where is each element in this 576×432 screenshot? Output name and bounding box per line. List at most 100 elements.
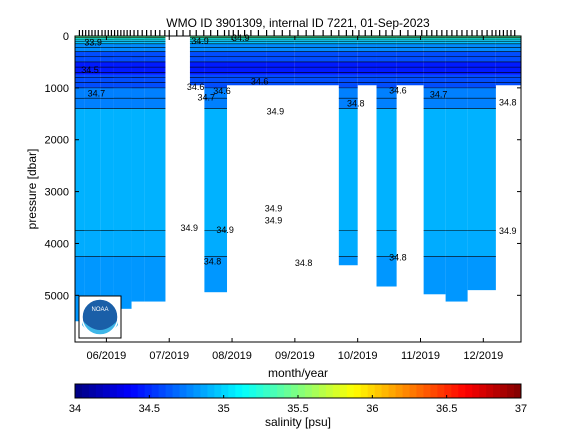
salinity-cell	[467, 108, 496, 231]
salinity-cell	[423, 108, 446, 231]
colorbar-cell	[81, 384, 90, 398]
colorbar-cell	[75, 384, 83, 398]
salinity-cell	[396, 74, 424, 86]
contour-label: 34.9	[191, 36, 209, 46]
y-axis-label: pressure [dbar]	[25, 149, 39, 230]
colorbar-cell	[298, 384, 306, 398]
salinity-cell	[84, 40, 101, 44]
contour-label: 34.8	[389, 252, 407, 262]
salinity-cell	[266, 36, 295, 39]
salinity-cell	[131, 36, 145, 39]
logo-text: NOAA	[91, 307, 108, 313]
salinity-cell	[100, 61, 114, 75]
salinity-cell	[131, 256, 145, 302]
colorbar-cell	[249, 384, 257, 398]
colorbar-cell	[88, 384, 97, 398]
salinity-cell	[376, 256, 397, 287]
colorbar-cell	[270, 384, 278, 398]
salinity-cell	[338, 36, 358, 39]
salinity-cell	[357, 61, 377, 75]
colorbar-cell	[416, 384, 424, 398]
colorbar-cell	[374, 384, 383, 398]
salinity-cell	[75, 61, 85, 75]
salinity-cell	[75, 40, 85, 44]
salinity-cell	[189, 61, 205, 75]
colorbar-cell	[291, 384, 299, 398]
colorbar-cell	[304, 384, 313, 398]
colorbar-cell	[402, 384, 410, 398]
colorbar-tick-label: 35	[218, 403, 230, 415]
salinity-cell	[84, 230, 101, 257]
salinity-cell	[113, 108, 132, 231]
salinity-cell	[131, 61, 145, 75]
colorbar-cell	[130, 384, 139, 398]
colorbar-cell	[367, 384, 376, 398]
salinity-cell	[100, 40, 114, 44]
colorbar-cell	[116, 384, 125, 398]
salinity-cell	[113, 74, 132, 88]
x-tick-label: 10/2019	[338, 350, 378, 362]
salinity-cell	[144, 256, 166, 302]
colorbar-cell	[242, 384, 250, 398]
colorbar-cell	[186, 384, 194, 398]
contour-label: 34.6	[213, 86, 231, 96]
y-tick-label: 1000	[45, 83, 69, 95]
contour-label: 34.9	[499, 226, 517, 236]
colorbar-cell	[221, 384, 229, 398]
colorbar-cell	[179, 384, 187, 398]
chart-title: WMO ID 3901309, internal ID 7221, 01-Sep…	[166, 16, 430, 30]
contour-label: 34.8	[204, 257, 222, 267]
salinity-cell	[113, 36, 132, 39]
contour-label: 34.7	[430, 90, 448, 100]
colorbar-cell	[332, 384, 341, 398]
noaa-logo: NOAA	[78, 295, 122, 339]
contour-label: 34.9	[265, 204, 283, 214]
salinity-cell	[266, 40, 295, 44]
x-axis: 06/2019 07/2019 08/2019 09/2019 10/2019 11/20…	[87, 36, 503, 362]
colorbar-cell	[144, 384, 153, 398]
salinity-cell	[423, 256, 446, 295]
contour-label: 34.9	[265, 216, 283, 226]
contour-label: 34.8	[347, 98, 365, 108]
colorbar-cell	[514, 384, 522, 398]
salinity-cell	[357, 40, 377, 44]
contour-label: 34.7	[88, 89, 106, 99]
salinity-cell	[338, 230, 358, 257]
salinity-cell	[100, 36, 114, 39]
x-tick-label: 12/2019	[463, 350, 503, 362]
contour-label: 34.9	[232, 33, 250, 43]
colorbar-tick-label: 34	[69, 403, 81, 415]
contour-label: 33.9	[84, 38, 102, 48]
salinity-cell	[144, 230, 166, 257]
salinity-cell	[204, 40, 228, 44]
colorbar-cell	[95, 384, 104, 398]
salinity-cell	[423, 74, 446, 88]
salinity-cell	[376, 230, 397, 257]
plot-area	[75, 36, 521, 322]
colorbar-cell	[423, 384, 431, 398]
colorbar-cell	[137, 384, 146, 398]
colorbar-cell	[109, 384, 118, 398]
salinity-cell	[467, 74, 496, 88]
salinity-cell	[423, 36, 446, 39]
salinity-cell	[144, 36, 166, 39]
colorbar-cell	[444, 384, 452, 398]
x-tick-label: 11/2019	[401, 350, 440, 362]
y-tick-label: 2000	[45, 135, 69, 147]
x-tick-label: 06/2019	[87, 350, 127, 362]
salinity-cell	[445, 40, 468, 44]
salinity-cell	[338, 108, 358, 231]
contour-label: 34.9	[216, 225, 234, 235]
colorbar-cell	[479, 384, 487, 398]
colorbar-cell	[263, 384, 271, 398]
salinity-cell	[84, 61, 101, 75]
salinity-cell	[338, 74, 358, 88]
salinity-cell	[396, 36, 424, 39]
salinity-cell	[204, 61, 228, 75]
colorbar-cell	[360, 384, 369, 398]
colorbar-cell	[395, 384, 404, 398]
contour-label: 34.9	[267, 107, 285, 117]
salinity-cell	[100, 74, 114, 88]
salinity-cell	[467, 36, 496, 39]
